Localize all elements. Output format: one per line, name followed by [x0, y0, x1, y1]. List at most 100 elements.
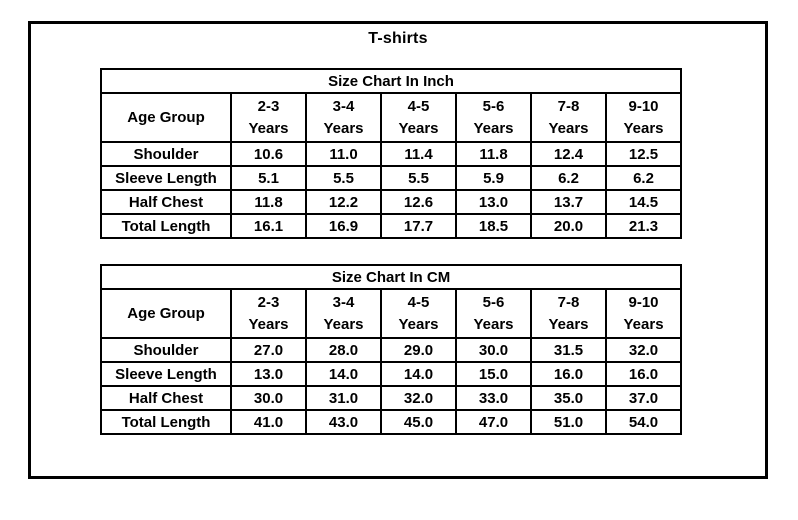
row-label: Half Chest: [100, 189, 232, 215]
size-chart-inch-table: Size Chart In Inch Age Group 2-3 Years 3…: [100, 68, 682, 239]
row-label: Half Chest: [100, 385, 232, 411]
table-title: Size Chart In CM: [99, 264, 683, 290]
age-range-label: 4-5: [407, 293, 430, 311]
row-label: Sleeve Length: [100, 165, 232, 191]
cell-value: 16.0: [604, 361, 683, 387]
age-range-label: 2-3: [257, 293, 280, 311]
cell-value: 15.0: [455, 361, 532, 387]
age-unit-label: Years: [473, 119, 514, 137]
cell-value: 32.0: [380, 385, 457, 411]
cell-value: 32.0: [604, 337, 683, 363]
age-unit-label: Years: [548, 119, 589, 137]
table-row: Total Length 41.0 43.0 45.0 47.0 51.0 54…: [100, 409, 683, 435]
cell-value: 14.0: [380, 361, 457, 387]
cell-value: 43.0: [305, 409, 382, 435]
cell-value: 16.9: [305, 213, 382, 239]
column-header: 5-6 Years: [455, 288, 532, 339]
column-header: 7-8 Years: [530, 288, 607, 339]
row-label: Total Length: [100, 409, 232, 435]
cell-value: 30.0: [230, 385, 307, 411]
cell-value: 12.6: [380, 189, 457, 215]
column-header: 4-5 Years: [380, 288, 457, 339]
cell-value: 5.9: [455, 165, 532, 191]
table-row: Sleeve Length 13.0 14.0 14.0 15.0 16.0 1…: [100, 361, 683, 387]
column-header: 9-10 Years: [604, 288, 683, 339]
column-header: 5-6 Years: [455, 92, 532, 143]
row-label: Sleeve Length: [100, 361, 232, 387]
cell-value: 12.4: [530, 141, 607, 167]
cell-value: 37.0: [604, 385, 683, 411]
cell-value: 5.5: [380, 165, 457, 191]
row-label: Total Length: [100, 213, 232, 239]
column-header: 9-10 Years: [605, 92, 682, 143]
table-row: Half Chest 11.8 12.2 12.6 13.0 13.7 14.5: [100, 189, 682, 215]
age-unit-label: Years: [398, 119, 439, 137]
row-label: Shoulder: [100, 141, 232, 167]
cell-value: 16.1: [230, 213, 307, 239]
cell-value: 20.0: [530, 213, 607, 239]
table-title-row: Size Chart In Inch: [100, 68, 682, 94]
age-range-label: 4-5: [407, 97, 430, 115]
column-header: 4-5 Years: [380, 92, 457, 143]
age-unit-label: Years: [623, 315, 664, 333]
age-range-label: 5-6: [482, 97, 505, 115]
cell-value: 5.1: [230, 165, 307, 191]
age-range-label: 9-10: [628, 293, 659, 311]
cell-value: 21.3: [605, 213, 682, 239]
table-header-row: Age Group 2-3 Years 3-4 Years 4-5 Years …: [100, 288, 683, 339]
age-unit-label: Years: [248, 315, 289, 333]
column-header: 7-8 Years: [530, 92, 607, 143]
column-header: 3-4 Years: [305, 288, 382, 339]
age-unit-label: Years: [323, 119, 364, 137]
age-range-label: 9-10: [628, 97, 659, 115]
age-unit-label: Years: [623, 119, 664, 137]
cell-value: 11.4: [380, 141, 457, 167]
age-unit-label: Years: [398, 315, 439, 333]
cell-value: 6.2: [605, 165, 682, 191]
age-group-header: Age Group: [100, 288, 232, 339]
cell-value: 51.0: [530, 409, 607, 435]
cell-value: 13.0: [230, 361, 307, 387]
column-header: 2-3 Years: [230, 92, 307, 143]
age-unit-label: Years: [248, 119, 289, 137]
page-title: T-shirts: [368, 30, 428, 47]
cell-value: 31.5: [530, 337, 607, 363]
cell-value: 35.0: [530, 385, 607, 411]
cell-value: 6.2: [530, 165, 607, 191]
cell-value: 12.5: [605, 141, 682, 167]
table-header-row: Age Group 2-3 Years 3-4 Years 4-5 Years …: [100, 92, 682, 143]
age-range-label: 2-3: [257, 97, 280, 115]
age-group-header: Age Group: [100, 92, 232, 143]
cell-value: 14.0: [305, 361, 382, 387]
age-range-label: 3-4: [332, 97, 355, 115]
cell-value: 11.8: [230, 189, 307, 215]
cell-value: 5.5: [305, 165, 382, 191]
cell-value: 14.5: [605, 189, 682, 215]
age-range-label: 3-4: [332, 293, 355, 311]
cell-value: 27.0: [230, 337, 307, 363]
age-range-label: 5-6: [482, 293, 505, 311]
cell-value: 11.8: [455, 141, 532, 167]
cell-value: 45.0: [380, 409, 457, 435]
cell-value: 18.5: [455, 213, 532, 239]
cell-value: 33.0: [455, 385, 532, 411]
table-row: Half Chest 30.0 31.0 32.0 33.0 35.0 37.0: [100, 385, 683, 411]
size-chart-cm-table: Size Chart In CM Age Group 2-3 Years 3-4…: [99, 264, 683, 435]
cell-value: 28.0: [305, 337, 382, 363]
cell-value: 47.0: [455, 409, 532, 435]
age-range-label: 7-8: [557, 293, 580, 311]
table-row: Sleeve Length 5.1 5.5 5.5 5.9 6.2 6.2: [100, 165, 682, 191]
age-unit-label: Years: [548, 315, 589, 333]
cell-value: 54.0: [604, 409, 683, 435]
table-row: Shoulder 27.0 28.0 29.0 30.0 31.5 32.0: [100, 337, 683, 363]
cell-value: 13.7: [530, 189, 607, 215]
cell-value: 10.6: [230, 141, 307, 167]
cell-value: 11.0: [305, 141, 382, 167]
column-header: 2-3 Years: [230, 288, 307, 339]
cell-value: 13.0: [455, 189, 532, 215]
cell-value: 12.2: [305, 189, 382, 215]
table-title-row: Size Chart In CM: [99, 264, 683, 290]
table-title: Size Chart In Inch: [100, 68, 682, 94]
age-unit-label: Years: [323, 315, 364, 333]
